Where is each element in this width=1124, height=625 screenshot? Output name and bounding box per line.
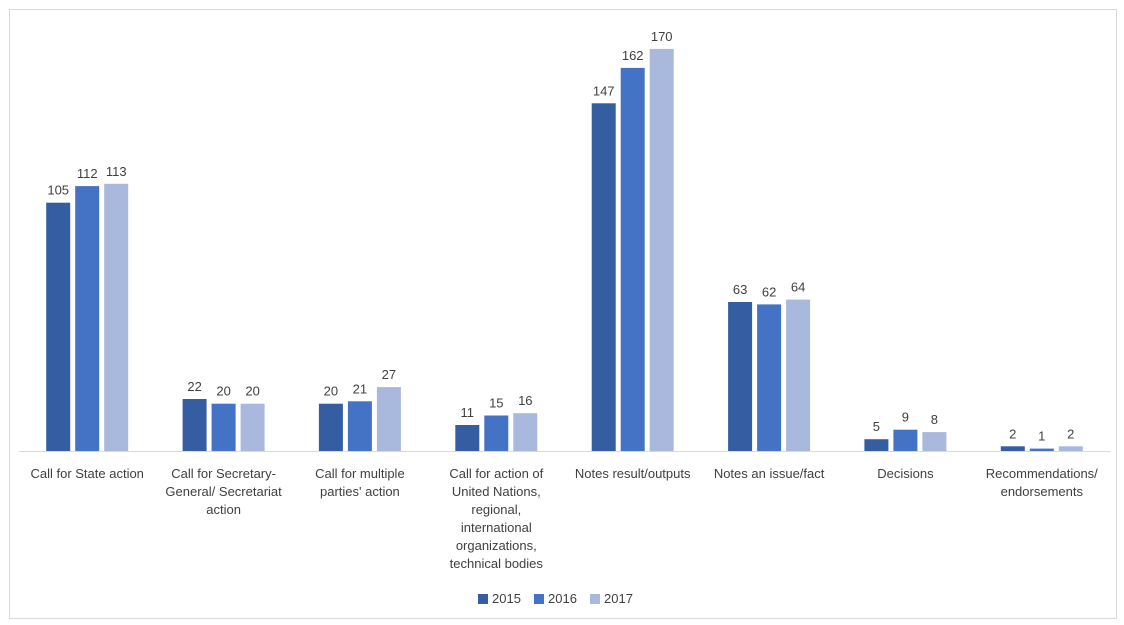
value-label-2016-cat-3: 15: [489, 396, 503, 411]
value-label-2016-cat-7: 1: [1038, 429, 1045, 444]
category-label-2: Call for multiple parties' action: [315, 466, 405, 499]
value-label-2017-cat-1: 20: [245, 384, 259, 399]
bar-2015-cat-0: [46, 202, 71, 451]
bar-2017-cat-7: [1058, 446, 1083, 451]
bar-2016-cat-2: [347, 401, 372, 451]
value-label-2016-cat-6: 9: [902, 410, 909, 425]
bar-2016-cat-6: [893, 429, 918, 451]
value-label-2015-cat-7: 2: [1009, 426, 1016, 441]
legend-swatch-2017: [590, 594, 600, 604]
category-label-7: Recommendations/endorsements: [986, 466, 1098, 499]
bar-2017-cat-5: [786, 299, 811, 451]
bar-2017-cat-3: [513, 413, 538, 451]
value-label-2017-cat-0: 113: [106, 164, 127, 179]
legend-label-2016: 2016: [548, 591, 577, 606]
category-labels-layer: Call for State action Call for Secretary-…: [30, 466, 1098, 571]
value-label-2015-cat-0: 105: [47, 183, 69, 198]
legend: 2015 2016 2017: [478, 591, 633, 606]
bar-2017-cat-0: [104, 183, 129, 452]
bar-2016-cat-1: [211, 403, 236, 451]
value-label-2015-cat-6: 5: [873, 419, 880, 434]
bar-2015-cat-2: [318, 403, 343, 451]
value-label-2016-cat-1: 20: [216, 384, 230, 399]
value-label-2015-cat-3: 11: [461, 405, 475, 420]
value-label-2015-cat-4: 147: [593, 83, 615, 98]
legend-label-2017: 2017: [604, 591, 633, 606]
value-label-2017-cat-3: 16: [518, 393, 532, 408]
bar-2016-cat-7: [1029, 448, 1054, 451]
bar-2016-cat-4: [620, 67, 645, 452]
bar-2015-cat-1: [182, 399, 207, 451]
legend-swatch-2015: [478, 594, 488, 604]
value-label-2015-cat-5: 63: [733, 282, 747, 297]
bar-2017-cat-2: [376, 387, 401, 451]
legend-item-2017: 2017: [590, 591, 633, 606]
category-label-6: Decisions: [877, 466, 934, 481]
bar-2017-cat-4: [649, 48, 674, 452]
bar-2015-cat-4: [591, 103, 616, 452]
category-label-4: Notes result/outputs: [575, 466, 691, 481]
legend-item-2015: 2015: [478, 591, 521, 606]
bar-2015-cat-7: [1000, 446, 1025, 451]
category-label-5: Notes an issue/fact: [714, 466, 825, 481]
value-label-2015-cat-2: 20: [324, 384, 338, 399]
bar-2016-cat-5: [757, 304, 782, 451]
category-label-1: Call for Secretary-General/ Secretariat a…: [165, 466, 282, 517]
chart-frame: [9, 9, 1117, 619]
bar-2015-cat-3: [455, 425, 480, 451]
value-label-2016-cat-5: 62: [762, 284, 776, 299]
value-label-2016-cat-2: 21: [353, 381, 367, 396]
legend-label-2015: 2015: [492, 591, 521, 606]
value-label-2017-cat-7: 2: [1067, 426, 1074, 441]
bar-2016-cat-0: [75, 186, 100, 451]
legend-swatch-2016: [534, 594, 544, 604]
category-label-3: Call for action of United Nations, regiona…: [449, 466, 543, 571]
value-label-2017-cat-2: 27: [382, 367, 396, 382]
value-label-2017-cat-4: 170: [651, 29, 673, 44]
bar-2015-cat-6: [864, 439, 889, 451]
legend-item-2016: 2016: [534, 591, 577, 606]
value-label-2016-cat-4: 162: [622, 48, 644, 63]
value-label-2015-cat-1: 22: [187, 379, 201, 394]
bars-layer: [46, 48, 1083, 452]
value-label-2017-cat-5: 64: [791, 280, 805, 295]
bar-2015-cat-5: [728, 302, 753, 451]
value-label-2016-cat-0: 112: [77, 166, 98, 181]
value-label-2017-cat-6: 8: [931, 412, 938, 427]
bar-2016-cat-3: [484, 415, 509, 451]
bar-2017-cat-6: [922, 432, 947, 451]
bar-2017-cat-1: [240, 403, 265, 451]
category-label-0: Call for State action: [30, 466, 143, 481]
